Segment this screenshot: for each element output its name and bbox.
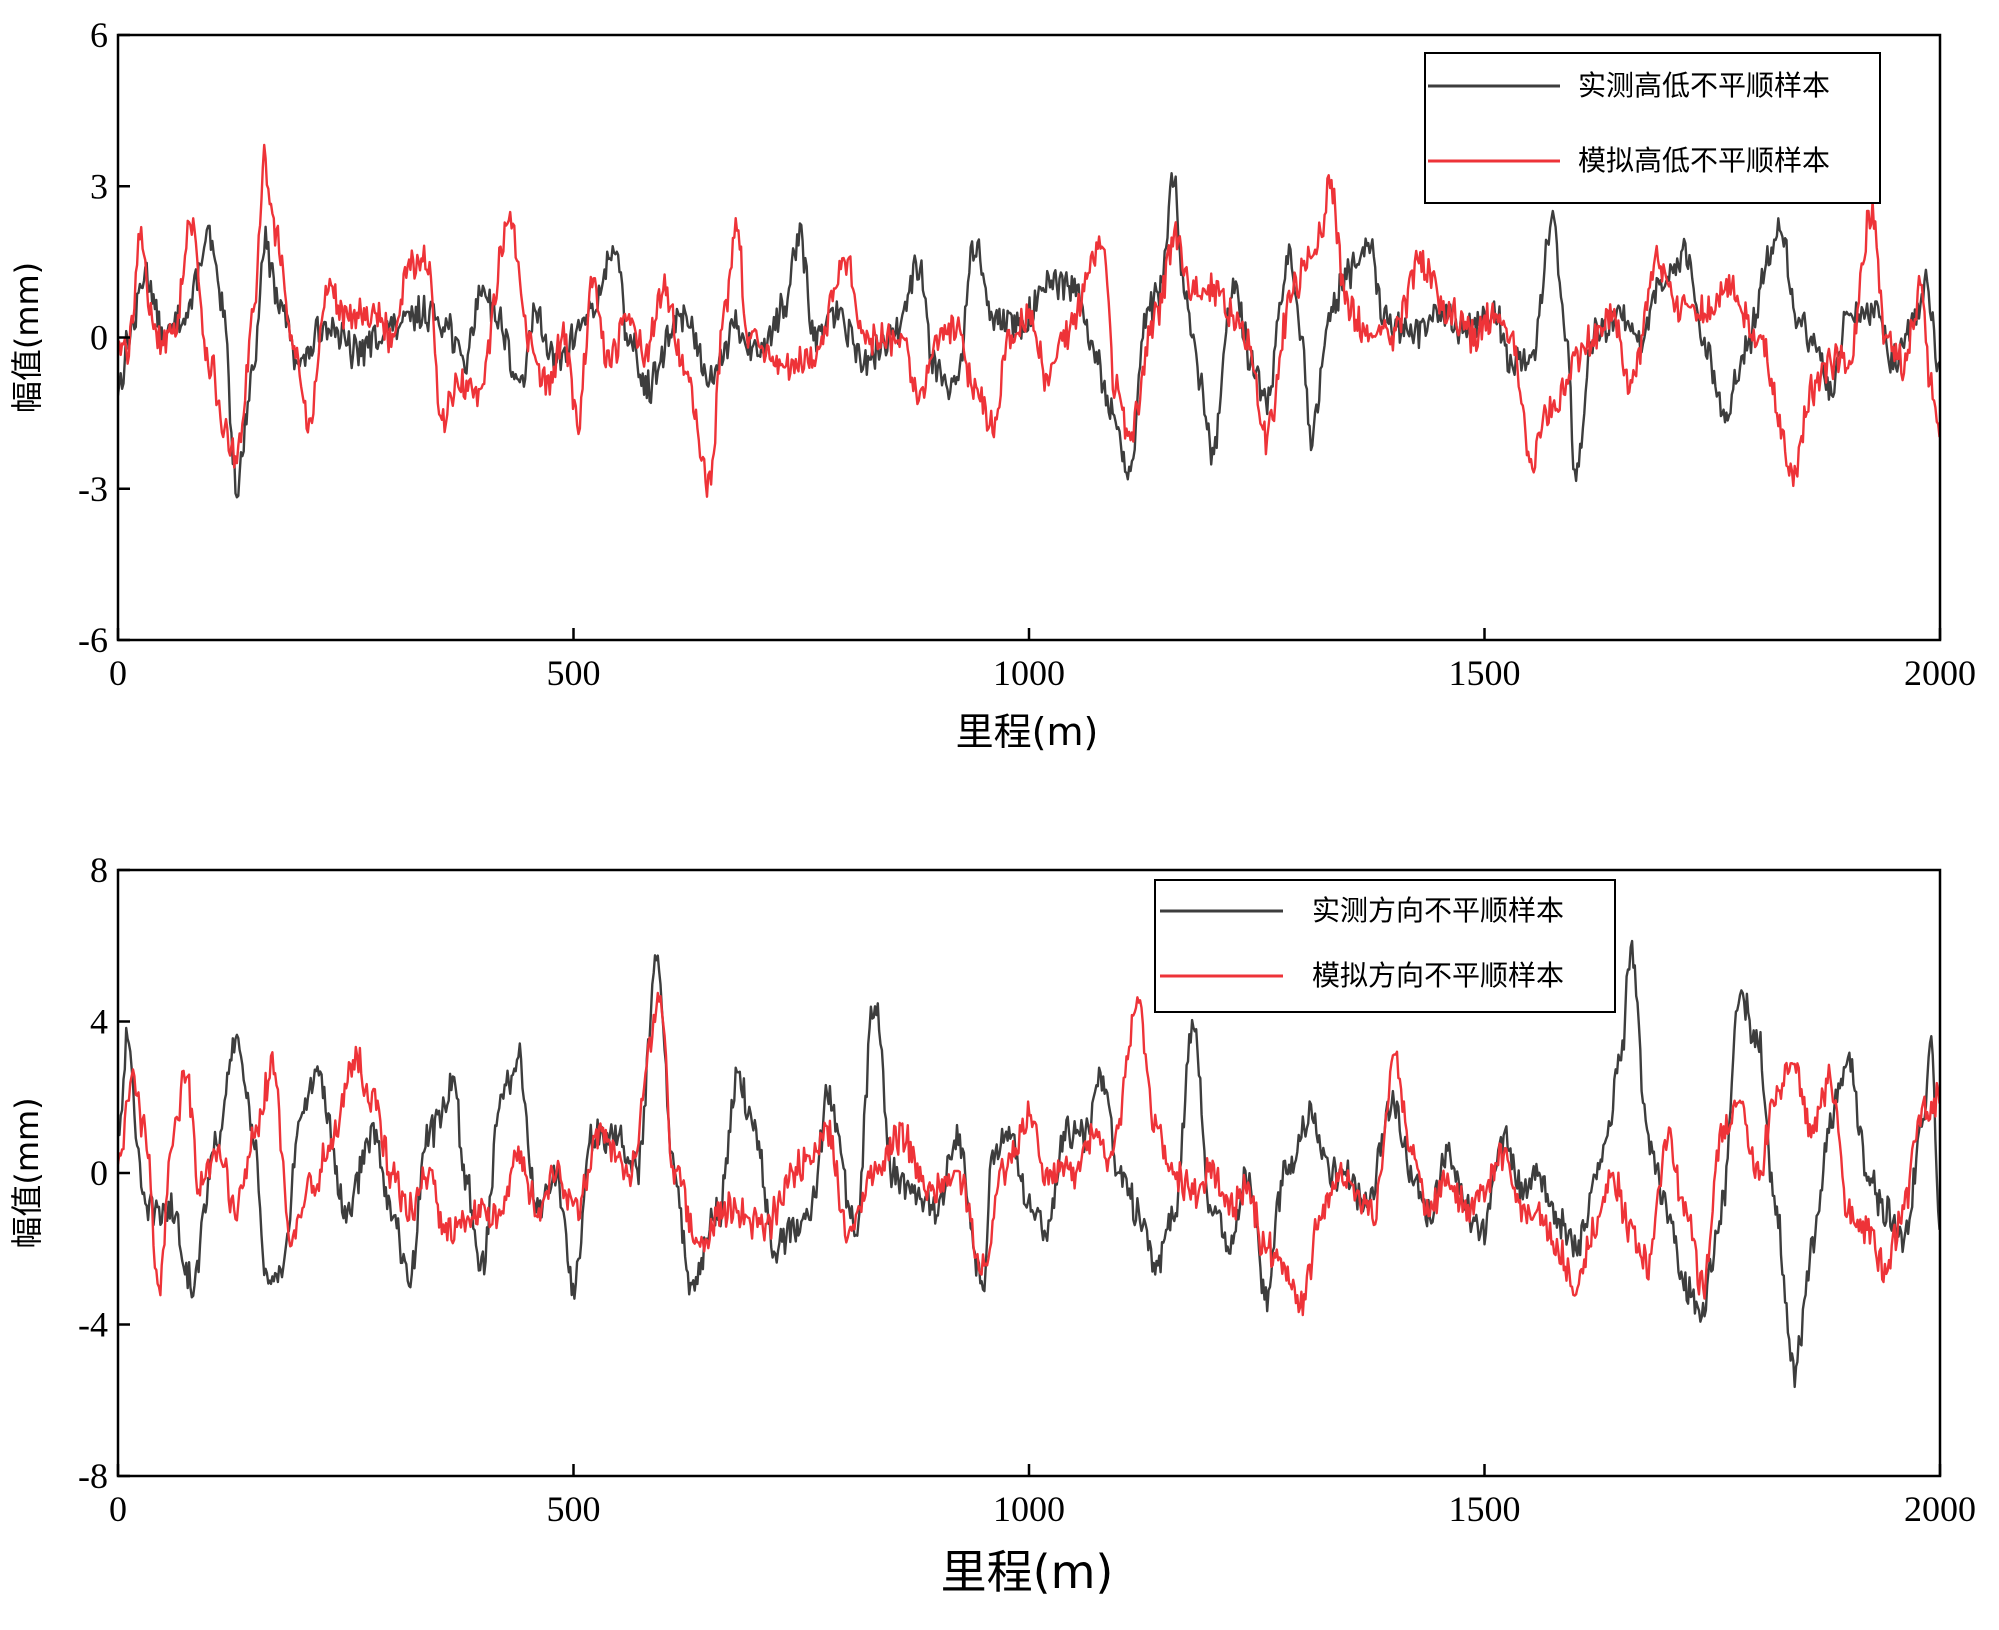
legend-box bbox=[1154, 879, 1616, 1013]
x-tick-label: 1000 bbox=[993, 1489, 1065, 1529]
legend-box bbox=[1424, 52, 1881, 204]
y-tick-label: 6 bbox=[90, 15, 108, 55]
y-tick-label: -4 bbox=[78, 1305, 108, 1345]
series-line-simulated bbox=[118, 991, 1940, 1317]
x-tick-label: 1500 bbox=[1449, 1489, 1521, 1529]
x-tick-label: 0 bbox=[109, 653, 127, 693]
x-tick-label: 1500 bbox=[1449, 653, 1521, 693]
x-axis-title: 里程(m) bbox=[941, 1545, 1114, 1599]
y-tick-label: -6 bbox=[78, 620, 108, 660]
legend-label: 模拟高低不平顺样本 bbox=[1578, 144, 1830, 177]
y-tick-label: -8 bbox=[78, 1456, 108, 1496]
y-axis-title: 幅值(mm) bbox=[8, 262, 46, 413]
x-tick-label: 500 bbox=[547, 1489, 601, 1529]
bottom-chart-panel: 0 500 1000 1500 2000 8 4 0 -4 -8 里程(m) 幅值(mm) 实测方向不平… bbox=[8, 850, 1976, 1599]
series-line-measured bbox=[118, 939, 1940, 1389]
x-axis-title: 里程(m) bbox=[956, 710, 1099, 754]
y-axis-title: 幅值(mm) bbox=[8, 1097, 46, 1248]
x-tick-label: 500 bbox=[547, 653, 601, 693]
y-tick-label: 3 bbox=[90, 166, 108, 206]
x-tick-label: 1000 bbox=[993, 653, 1065, 693]
legend-label: 实测方向不平顺样本 bbox=[1312, 894, 1564, 927]
top-chart-panel: 0 500 1000 1500 2000 6 3 0 -3 -6 里程(m) 幅值(mm) 实测高低不平… bbox=[8, 15, 1976, 754]
legend-label: 模拟方向不平顺样本 bbox=[1312, 959, 1564, 992]
x-tick-label: 2000 bbox=[1904, 653, 1976, 693]
x-tick-label: 2000 bbox=[1904, 1489, 1976, 1529]
y-tick-label: 0 bbox=[90, 1153, 108, 1193]
y-tick-label: 8 bbox=[90, 850, 108, 890]
series-line-simulated bbox=[118, 143, 1940, 498]
y-tick-label: 0 bbox=[90, 318, 108, 358]
y-tick-label: 4 bbox=[90, 1002, 108, 1042]
x-tick-label: 0 bbox=[109, 1489, 127, 1529]
legend-label: 实测高低不平顺样本 bbox=[1578, 69, 1830, 102]
y-tick-label: -3 bbox=[78, 469, 108, 509]
